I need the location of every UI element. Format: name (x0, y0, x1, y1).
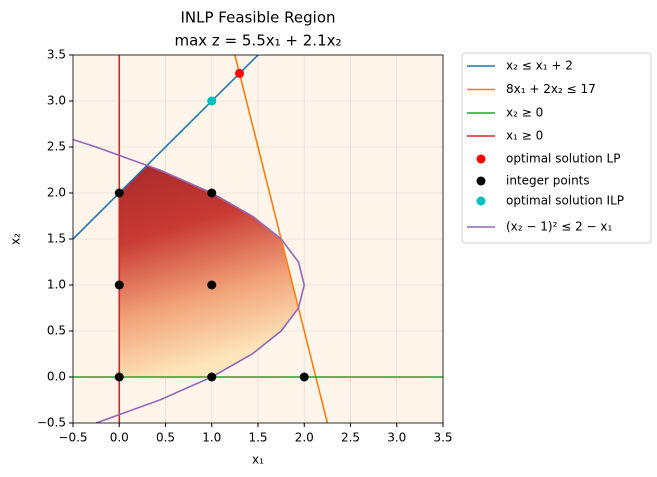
y-tick-label: 1.5 (47, 232, 66, 246)
chart-title: INLP Feasible Region (180, 9, 335, 27)
x-tick-label: 0.5 (156, 431, 175, 445)
x-tick-label: −0.5 (58, 431, 87, 445)
legend-marker (476, 196, 486, 206)
x-tick-label: 3.5 (433, 431, 452, 445)
point (114, 372, 124, 382)
x-tick-label: 2.5 (341, 431, 360, 445)
y-tick-label: 0.0 (47, 370, 66, 384)
legend-label: 8x₁ + 2x₂ ≤ 17 (506, 82, 596, 96)
legend-marker (476, 176, 486, 186)
legend (461, 52, 652, 244)
x-tick-label: 2.0 (295, 431, 314, 445)
point (114, 280, 124, 290)
legend-marker (476, 154, 486, 164)
point (207, 280, 217, 290)
x-tick-label: 1.5 (248, 431, 267, 445)
y-tick-label: 0.5 (47, 324, 66, 338)
y-axis-label: x₂ (9, 233, 23, 245)
y-tick-label: −0.5 (37, 416, 66, 430)
x-tick-label: 1.0 (202, 431, 221, 445)
x-tick-label: 0.0 (110, 431, 129, 445)
legend-label: optimal solution LP (506, 152, 620, 166)
series-line (73, 138, 306, 423)
y-tick-label: 3.5 (47, 48, 66, 62)
y-tick-label: 2.5 (47, 140, 66, 154)
point (207, 188, 217, 198)
point (207, 372, 217, 382)
series-line (73, 55, 259, 240)
chart-subtitle: max z = 5.5x₁ + 2.1x₂ (174, 32, 341, 50)
point (114, 188, 124, 198)
y-tick-label: 3.0 (47, 94, 66, 108)
point (235, 68, 244, 78)
legend-label: integer points (506, 174, 590, 188)
legend-label: x₁ ≥ 0 (506, 129, 543, 143)
x-axis-label: x₁ (252, 453, 264, 467)
legend-label: optimal solution ILP (506, 194, 624, 208)
x-tick-label: 3.0 (387, 431, 406, 445)
legend-label: (x₂ − 1)² ≤ 2 − x₁ (506, 220, 613, 234)
y-tick-label: 2.0 (47, 186, 66, 200)
y-tick-label: 1.0 (47, 278, 66, 292)
point (299, 372, 309, 382)
legend-label: x₂ ≤ x₁ + 2 (506, 59, 573, 73)
point (207, 96, 217, 106)
legend-label: x₂ ≥ 0 (506, 106, 543, 120)
